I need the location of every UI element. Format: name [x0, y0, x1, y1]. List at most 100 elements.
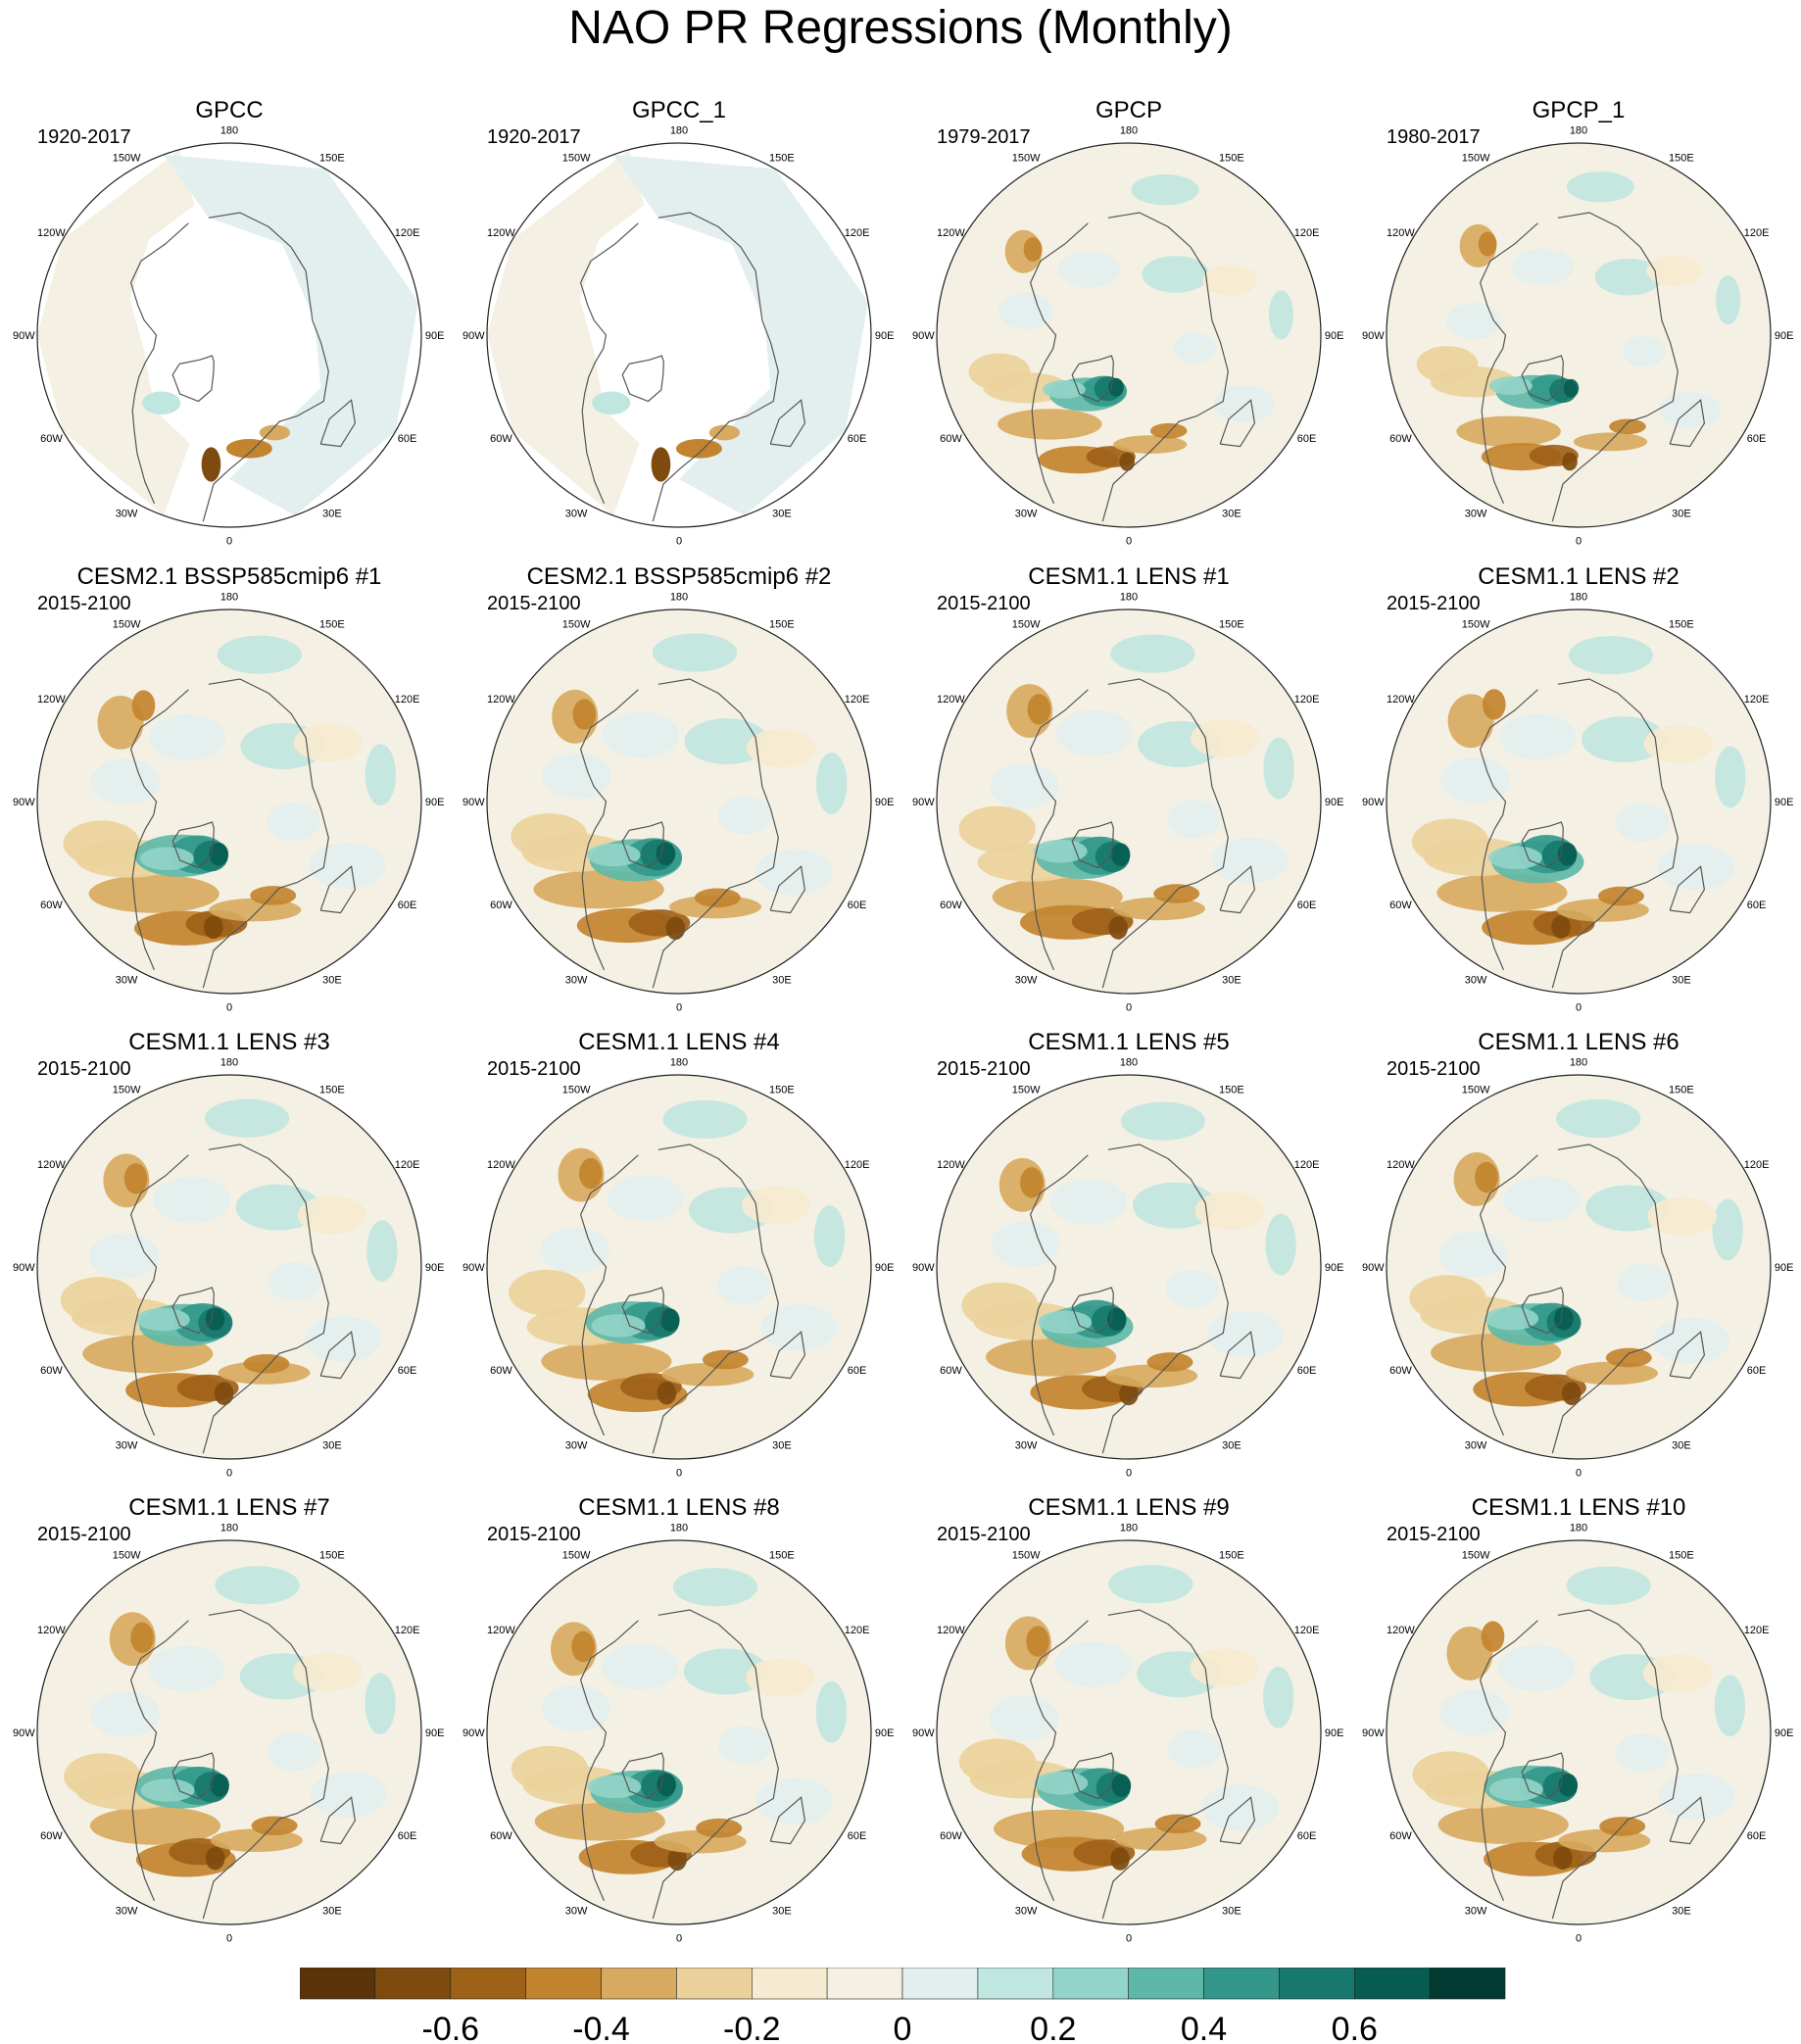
anomaly-patch: [1566, 171, 1634, 203]
longitude-label: 30E: [1672, 509, 1691, 520]
longitude-label: 0: [1576, 1002, 1582, 1014]
longitude-label: 0: [1576, 1468, 1582, 1480]
longitude-label: 60W: [1389, 900, 1412, 911]
anomaly-patch: [1108, 1565, 1193, 1604]
colorbar-swatch: [601, 1968, 677, 2000]
anomaly-patch: [1512, 248, 1575, 286]
anomaly-patch: [210, 1774, 229, 1797]
longitude-label: 30W: [116, 1906, 138, 1918]
longitude-label: 120E: [395, 694, 420, 706]
longitude-label: 30E: [1222, 975, 1241, 987]
colorbar-swatch: [826, 1968, 903, 2000]
map-panel: 180 150E 120E 90E 60E 30E 0 30W 60W 90W 120W 150W CE…: [912, 563, 1344, 1014]
longitude-label: 150E: [1219, 1549, 1244, 1561]
anomaly-patch: [657, 1773, 676, 1797]
map-panel: 180 150E 120E 90E 60E 30E 0 30W 60W 90W 120W 150W CE…: [462, 1494, 895, 1945]
map-panel: 180 150E 120E 90E 60E 30E 0 30W 60W 90W 120W 150W GP…: [462, 97, 895, 548]
longitude-label: 150E: [319, 1549, 345, 1561]
longitude-label: 30W: [1015, 1906, 1038, 1918]
longitude-label: 120W: [37, 1159, 66, 1171]
anomaly-patch: [1146, 1352, 1193, 1372]
panel-title: GPCP_1: [1533, 97, 1626, 123]
anomaly-patch: [259, 424, 291, 441]
longitude-label: 120W: [1387, 1625, 1415, 1636]
longitude-label: 120E: [1744, 694, 1770, 706]
longitude-label: 150E: [1219, 618, 1244, 630]
anomaly-patch: [746, 728, 816, 768]
anomaly-patch: [225, 439, 272, 459]
anomaly-patch: [64, 1753, 141, 1800]
anomaly-patch: [148, 1645, 225, 1692]
coastline: [579, 689, 639, 971]
anomaly-patch: [1553, 1846, 1573, 1871]
anomaly-patch: [142, 391, 181, 415]
coastline: [1669, 1331, 1706, 1380]
panel-title: CESM1.1 LENS #10: [1472, 1494, 1686, 1521]
colorbar: -0.6 -0.4 -0.2 0 0.2 0.4 0.6: [300, 1968, 1506, 2044]
longitude-label: 30W: [1015, 975, 1038, 987]
colorbar-tick-label: -0.6: [422, 2011, 480, 2044]
anomaly-patch: [1436, 873, 1568, 912]
anomaly-patch: [205, 1307, 225, 1331]
coastline: [1101, 678, 1229, 989]
map-panel: 180 150E 120E 90E 60E 30E 0 30W 60W 90W 120W 150W GP…: [912, 97, 1344, 548]
colorbar-swatch: [300, 1968, 376, 2000]
coastline: [621, 1287, 664, 1335]
longitude-label: 30E: [1672, 1440, 1691, 1452]
anomaly-patch: [1562, 1382, 1582, 1405]
longitude-label: 30E: [772, 1440, 792, 1452]
anomaly-patch: [1038, 1310, 1093, 1335]
panel-period: 2015-2100: [937, 1524, 1031, 1545]
longitude-label: 120W: [937, 1159, 965, 1171]
longitude-label: 30W: [1465, 975, 1487, 987]
colorbar-swatch: [1128, 1968, 1204, 2000]
longitude-label: 120E: [845, 694, 870, 706]
longitude-label: 180: [220, 1056, 238, 1068]
coastline: [1071, 821, 1114, 869]
coastline: [1219, 399, 1256, 448]
anomaly-patch: [148, 713, 226, 760]
coastline: [202, 1609, 329, 1920]
anomaly-patch: [1568, 636, 1653, 675]
anomaly-patch: [215, 1566, 300, 1605]
anomaly-patch: [1202, 265, 1258, 296]
anomaly-patch: [651, 447, 671, 482]
anomaly-patch: [760, 1304, 838, 1351]
anomaly-patch: [1132, 1182, 1218, 1229]
anomaly-patch: [1049, 1178, 1128, 1225]
anomaly-patch: [309, 842, 386, 889]
anomaly-patch: [1658, 1773, 1735, 1820]
longitude-label: 150W: [562, 1549, 591, 1561]
longitude-label: 150W: [1012, 618, 1041, 630]
panel-period: 2015-2100: [37, 1058, 131, 1080]
colorbar-swatch: [525, 1968, 602, 2000]
longitude-label: 120W: [937, 694, 965, 706]
anomaly-patch: [365, 1673, 396, 1734]
coastline: [171, 1752, 215, 1800]
coastline: [202, 678, 329, 989]
longitude-label: 150W: [1462, 152, 1490, 164]
longitude-label: 150E: [1669, 618, 1694, 630]
anomaly-patch: [140, 1778, 195, 1802]
longitude-label: 180: [220, 1522, 238, 1533]
longitude-label: 60W: [940, 1830, 962, 1842]
anomaly-field: [961, 1101, 1296, 1410]
anomaly-field: [487, 149, 868, 516]
longitude-label: 60E: [848, 900, 867, 911]
panel-title: CESM1.1 LENS #5: [1028, 1029, 1229, 1055]
longitude-label: 60E: [848, 433, 867, 445]
longitude-label: 150W: [562, 1084, 591, 1095]
anomaly-patch: [591, 1314, 646, 1338]
anomaly-field: [1412, 1566, 1746, 1876]
anomaly-patch: [572, 699, 597, 730]
anomaly-patch: [292, 1652, 363, 1691]
longitude-label: 60E: [1747, 900, 1767, 911]
land-coverage: [164, 154, 418, 516]
longitude-label: 30E: [772, 1906, 792, 1918]
map-border: [936, 1539, 1322, 1925]
coastline: [1101, 212, 1229, 522]
coastline: [1479, 689, 1538, 971]
longitude-label: 90W: [13, 1728, 35, 1739]
anomaly-patch: [1165, 1269, 1220, 1308]
longitude-label: 120E: [395, 1625, 420, 1636]
